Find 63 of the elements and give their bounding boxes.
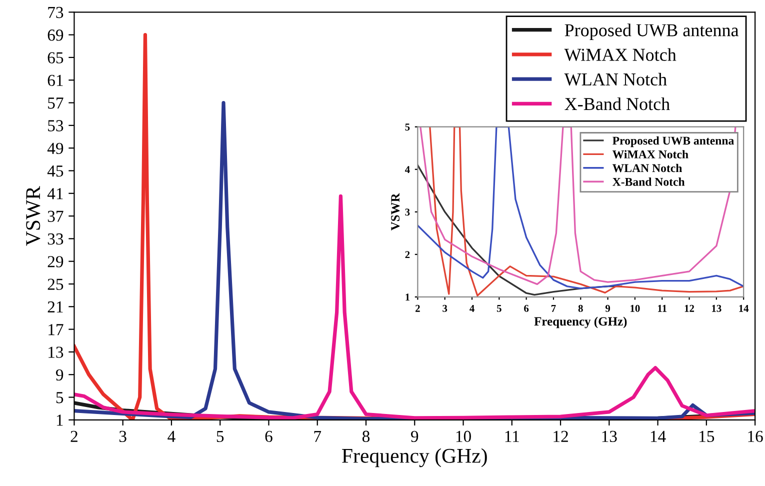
x-tick-label: 5 [496,304,502,312]
y-tick-label: 45 [47,166,64,177]
y-tick-label: 49 [47,142,64,154]
y-tick-label: 2 [405,251,410,258]
x-tick-label: 8 [578,304,583,312]
x-tick-label: 7 [551,304,556,312]
x-tick-label: 3 [442,304,448,312]
y-tick-label: 4 [404,166,410,173]
y-tick-label: 5 [56,392,64,404]
x-axis-title: Frequency (GHz) [534,316,627,328]
x-tick-label: 2 [416,304,420,312]
legend-label: X-Band Notch [612,178,685,186]
x-tick-label: 10 [456,430,471,442]
y-tick-label: 65 [48,52,64,64]
x-tick-label: 11 [658,304,666,312]
y-tick-label: 29 [48,256,64,268]
x-axis-title: Frequency (GHz) [342,448,487,468]
y-tick-label: 3 [405,208,410,216]
x-tick-label: 13 [712,304,722,312]
x-tick-label: 12 [554,430,568,442]
x-tick-label: 13 [602,430,617,442]
y-axis-title: VSWR [26,186,40,246]
y-tick-label: 41 [47,188,63,200]
y-tick-label: 13 [48,346,64,358]
y-tick-label: 1 [56,414,63,426]
legend-label: WLAN Notch [612,164,682,172]
x-tick-label: 14 [739,304,749,312]
legend-label: Proposed UWB antenna [612,136,734,148]
y-tick-label: 17 [48,324,64,336]
y-tick-label: 33 [48,233,64,245]
y-tick-label: 37 [48,210,64,222]
legend-label: X-Band Notch [564,97,670,110]
x-tick-label: 9 [605,304,610,312]
x-tick-label: 11 [505,430,519,442]
x-tick-label: 4 [470,304,474,312]
y-axis-title: VSWR [391,193,400,231]
x-tick-label: 10 [630,304,640,312]
x-tick-label: 12 [684,304,694,312]
y-tick-label: 53 [48,120,64,132]
x-tick-label: 5 [216,430,224,442]
y-tick-label: 5 [405,124,410,131]
y-tick-label: 57 [48,98,64,109]
x-tick-label: 3 [119,430,126,442]
y-tick-label: 25 [48,278,64,290]
y-tick-label: 21 [48,301,63,312]
y-tick-label: 1 [406,294,410,301]
y-tick-label: 9 [56,369,64,381]
x-tick-label: 4 [168,430,176,442]
x-tick-label: 7 [314,430,322,442]
x-tick-label: 16 [748,430,763,442]
legend-label: Proposed UWB antenna [564,24,739,40]
legend-label: WLAN Notch [564,72,667,86]
x-tick-label: 6 [524,304,529,312]
legend-label: WiMAX Notch [612,150,688,158]
y-tick-label: 69 [48,30,64,41]
y-tick-label: 61 [48,74,63,86]
x-tick-label: 8 [362,430,370,442]
x-tick-label: 2 [70,430,78,442]
x-tick-label: 6 [265,430,272,442]
y-tick-label: 73 [48,6,64,18]
legend-label: WiMAX Notch [564,48,676,62]
x-tick-label: 15 [700,430,714,442]
x-tick-label: 14 [650,430,666,442]
